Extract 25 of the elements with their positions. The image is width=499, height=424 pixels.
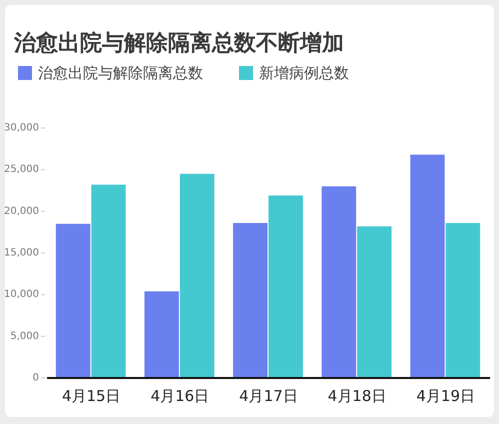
y-tick-label: 20,000: [4, 206, 39, 217]
x-tick-label: 4月17日: [239, 387, 298, 405]
y-tick-label: 15,000: [4, 248, 39, 258]
y-tick-label: 10,000: [4, 289, 39, 300]
bar: [357, 226, 392, 378]
bar: [268, 196, 303, 378]
y-tick-label: 30,000: [4, 122, 39, 134]
bar: [410, 154, 445, 378]
x-tick-label: 4月15日: [62, 387, 121, 405]
bar: [144, 291, 179, 378]
bar: [233, 223, 268, 378]
bar: [322, 186, 356, 378]
x-tick-label: 4月18日: [328, 387, 386, 405]
y-tick-label: 5,000: [10, 330, 39, 342]
bar: [56, 224, 90, 378]
legend-label: 新增病例总数: [259, 64, 349, 82]
x-tick-label: 4月19日: [416, 387, 476, 405]
legend-label: 治愈出院与解除隔离总数: [38, 64, 203, 82]
chart-title: 治愈出院与解除隔离总数不断增加: [13, 30, 344, 56]
bar: [91, 184, 126, 378]
y-tick-label: 25,000: [4, 164, 39, 176]
bar: [446, 223, 480, 378]
y-tick-label: 0: [32, 372, 39, 384]
x-tick-label: 4月16日: [150, 387, 210, 405]
bar: [180, 174, 214, 378]
